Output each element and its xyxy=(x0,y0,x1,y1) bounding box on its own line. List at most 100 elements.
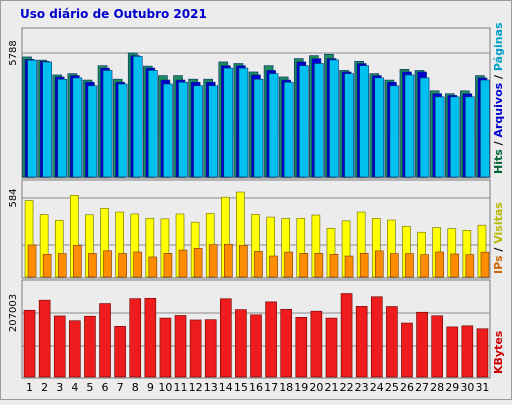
bar-páginas xyxy=(298,65,309,178)
legend-separator: / xyxy=(492,71,505,83)
bar-ips xyxy=(359,253,369,278)
bar-kbytes xyxy=(250,314,262,378)
bar-ips xyxy=(284,251,293,278)
bar-ips xyxy=(344,255,354,278)
x-tick-label: 15 xyxy=(234,381,248,394)
bar-páginas xyxy=(87,85,98,178)
bar-páginas xyxy=(449,96,460,178)
bar-páginas xyxy=(389,85,400,178)
bar-ips xyxy=(269,255,278,278)
bar-ips xyxy=(450,253,460,278)
legend-item: Hits xyxy=(492,149,505,174)
bar-ips xyxy=(329,253,339,278)
bar-ips xyxy=(118,253,127,278)
bar-kbytes xyxy=(386,306,398,378)
legend-separator: / xyxy=(492,138,505,150)
bar-kbytes xyxy=(174,315,187,378)
bar-ips xyxy=(73,245,82,278)
bar-kbytes xyxy=(99,303,111,378)
bar-ips xyxy=(42,253,52,278)
bar-páginas xyxy=(132,56,143,178)
panel-bottom: 207003 KBytes xyxy=(8,279,505,379)
x-tick-label: 24 xyxy=(370,381,384,394)
x-tick-label: 4 xyxy=(71,381,78,394)
bar-kbytes xyxy=(325,317,338,378)
x-tick-label: 21 xyxy=(324,381,338,394)
bar-ips xyxy=(193,248,203,278)
bar-ips xyxy=(208,244,218,278)
bar-páginas xyxy=(434,96,445,178)
bar-kbytes xyxy=(129,298,142,378)
bar-kbytes xyxy=(355,306,368,378)
x-tick-label: 9 xyxy=(147,381,154,394)
legend-item: IPs xyxy=(492,255,505,274)
bar-kbytes xyxy=(265,301,277,378)
bar-kbytes xyxy=(461,325,474,378)
bar-ips xyxy=(239,245,248,278)
x-tick-label: 10 xyxy=(158,381,172,394)
chart-title: Uso diário de Outubro 2021 xyxy=(20,7,207,21)
bar-kbytes xyxy=(446,326,459,378)
bar-kbytes xyxy=(401,322,413,378)
legend-item: Páginas xyxy=(492,22,505,71)
bar-ips xyxy=(163,253,173,278)
bar-ips xyxy=(224,243,233,278)
legend-text: KBytes xyxy=(492,330,505,374)
bar-kbytes xyxy=(310,310,323,378)
bar-páginas xyxy=(253,78,264,178)
bar-kbytes xyxy=(370,296,383,378)
bar-ips xyxy=(405,253,414,278)
bar-kbytes xyxy=(38,299,51,378)
x-tick-label: 6 xyxy=(102,381,109,394)
x-tick-label: 12 xyxy=(189,381,203,394)
bar-páginas xyxy=(193,85,203,178)
bar-kbytes xyxy=(416,311,428,378)
bar-páginas xyxy=(72,77,83,178)
bar-páginas xyxy=(283,81,294,178)
bar-ips xyxy=(148,256,158,278)
bar-kbytes xyxy=(53,315,66,378)
legend-text: Hits / Arquivos / Páginas xyxy=(492,22,505,174)
bar-kbytes xyxy=(235,309,247,378)
x-tick-label: 22 xyxy=(340,381,354,394)
bar-páginas xyxy=(238,67,249,178)
x-tick-label: 11 xyxy=(174,381,188,394)
x-tick-label: 31 xyxy=(475,381,489,394)
bar-páginas xyxy=(178,81,188,178)
x-tick-label: 19 xyxy=(294,381,308,394)
bar-kbytes xyxy=(144,298,157,378)
bar-páginas xyxy=(314,63,324,178)
bar-kbytes xyxy=(340,293,353,378)
legend-item: Arquivos xyxy=(492,82,505,137)
bar-ips xyxy=(88,253,97,278)
legend-item: Visitas xyxy=(492,202,505,244)
x-tick-label: 16 xyxy=(249,381,263,394)
bar-páginas xyxy=(223,67,234,178)
x-tick-label: 26 xyxy=(400,381,414,394)
bar-ips xyxy=(178,249,188,278)
legend-bottom: KBytes xyxy=(492,330,505,374)
bar-páginas xyxy=(102,70,113,178)
legend-separator: / xyxy=(492,244,505,256)
bar-páginas xyxy=(329,59,339,178)
bar-ips xyxy=(465,254,475,278)
y-tick-label: 584 xyxy=(8,188,19,207)
bar-ips xyxy=(57,253,67,278)
legend-item: KBytes xyxy=(492,330,505,374)
legend-top: Hits / Arquivos / Páginas xyxy=(492,22,505,174)
x-tick-label: 14 xyxy=(219,381,233,394)
bar-kbytes xyxy=(295,317,308,378)
bar-ips xyxy=(374,250,384,278)
y-tick-label: 207003 xyxy=(8,294,19,332)
bar-páginas xyxy=(42,61,52,178)
bar-páginas xyxy=(480,79,490,178)
bar-ips xyxy=(314,253,324,278)
bar-páginas xyxy=(117,83,128,178)
bar-páginas xyxy=(57,78,68,178)
panel-middle: 584 IPs / Visitas xyxy=(8,179,505,279)
bar-ips xyxy=(299,253,309,278)
bar-ips xyxy=(27,244,37,278)
bar-kbytes xyxy=(280,308,292,378)
bar-páginas xyxy=(419,77,430,178)
